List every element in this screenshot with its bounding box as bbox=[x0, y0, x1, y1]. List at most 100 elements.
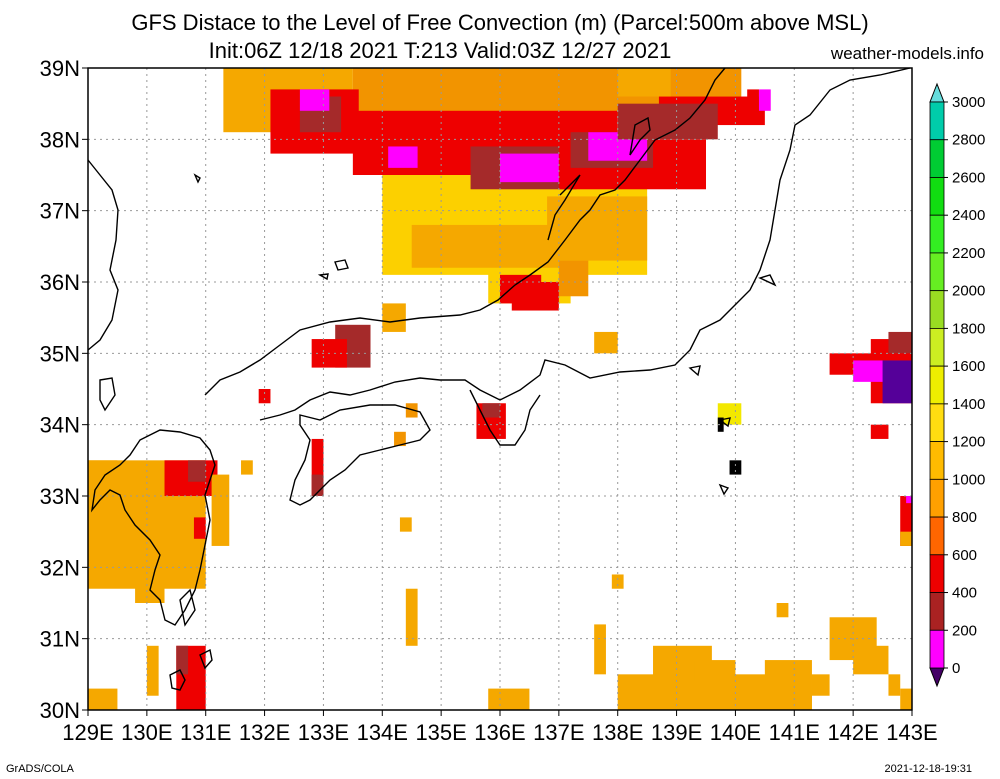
field-cell bbox=[482, 403, 500, 418]
lat-tick-label: 34N bbox=[40, 413, 80, 438]
colorbar-swatch bbox=[929, 252, 945, 292]
footer-credit: GrADS/COLA bbox=[6, 763, 74, 775]
lat-tick-label: 37N bbox=[40, 199, 80, 224]
colorbar-swatch bbox=[929, 101, 945, 141]
lon-tick-label: 141E bbox=[769, 720, 820, 745]
field-cell bbox=[888, 331, 912, 354]
lon-tick-label: 143E bbox=[886, 720, 937, 745]
colorbar-label: 1000 bbox=[952, 471, 985, 488]
lon-tick-label: 140E bbox=[710, 720, 761, 745]
colorbar-label: 3000 bbox=[952, 94, 985, 111]
colorbar-label: 400 bbox=[952, 585, 977, 602]
field-cell bbox=[811, 674, 830, 696]
lat-tick-label: 33N bbox=[40, 484, 80, 509]
field-cell bbox=[258, 389, 271, 404]
field-cell bbox=[488, 688, 530, 710]
colorbar-label: 2600 bbox=[952, 169, 985, 186]
field-cell bbox=[547, 196, 648, 261]
field-cell bbox=[617, 68, 671, 97]
field-cell bbox=[747, 89, 759, 104]
site-credit: weather-models.info bbox=[830, 44, 984, 63]
field-cell bbox=[193, 517, 206, 539]
field-cell bbox=[500, 274, 542, 304]
colorbar-label: 800 bbox=[952, 509, 977, 526]
colorbar-swatch bbox=[929, 214, 945, 254]
footer-timestamp: 2021-12-18-19:31 bbox=[884, 763, 972, 775]
field-cell bbox=[299, 89, 330, 111]
field-cell bbox=[776, 603, 789, 618]
lon-tick-label: 137E bbox=[533, 720, 584, 745]
lon-tick-label: 138E bbox=[592, 720, 643, 745]
field-cell bbox=[694, 660, 736, 682]
lat-tick-label: 35N bbox=[40, 341, 80, 366]
field-cell bbox=[558, 260, 589, 297]
lat-tick-label: 39N bbox=[40, 56, 80, 81]
field-cell bbox=[882, 360, 912, 404]
field-cell bbox=[500, 153, 559, 183]
field-cell bbox=[146, 645, 159, 696]
colorbar-swatch bbox=[929, 139, 945, 178]
lon-tick-label: 142E bbox=[827, 720, 878, 745]
field-cell bbox=[176, 645, 189, 675]
field-cell bbox=[717, 417, 724, 432]
colorbar-label: 200 bbox=[952, 622, 977, 639]
field-cell bbox=[611, 574, 624, 589]
field-cell bbox=[399, 517, 412, 532]
colorbar-swatch bbox=[929, 554, 945, 593]
lat-tick-label: 31N bbox=[40, 627, 80, 652]
colorbar-swatch bbox=[929, 629, 945, 669]
field-cell bbox=[594, 331, 618, 354]
lon-tick-label: 133E bbox=[298, 720, 349, 745]
colorbar: 3000280026002400220020001800160014001200… bbox=[929, 82, 985, 688]
colorbar-swatch bbox=[929, 478, 945, 518]
field-cell bbox=[388, 146, 418, 168]
lon-tick-label: 132E bbox=[239, 720, 290, 745]
colorbar-swatch bbox=[929, 365, 945, 405]
field-cell bbox=[900, 496, 912, 546]
grid-lines bbox=[88, 68, 912, 710]
colorbar-swatch bbox=[929, 327, 945, 367]
field-cell bbox=[706, 82, 736, 97]
field-cell bbox=[729, 460, 742, 475]
lon-tick-label: 136E bbox=[474, 720, 525, 745]
colorbar-label: 600 bbox=[952, 547, 977, 564]
field-cell bbox=[311, 474, 324, 496]
field-cell bbox=[870, 424, 889, 439]
longitude-axis: 129E 130E 131E 132E 133E 134E 135E 136E 137E 138E… bbox=[62, 710, 938, 745]
field-cell bbox=[594, 624, 606, 675]
lon-tick-label: 130E bbox=[121, 720, 172, 745]
field-cell bbox=[758, 89, 771, 111]
lat-tick-label: 38N bbox=[40, 127, 80, 152]
field-cell bbox=[900, 531, 912, 546]
lat-tick-label: 36N bbox=[40, 270, 80, 295]
lat-tick-label: 30N bbox=[40, 698, 80, 723]
colorbar-swatch bbox=[929, 403, 945, 443]
colorbar-swatch bbox=[929, 592, 945, 631]
coastlines bbox=[87, 67, 911, 691]
field-cell bbox=[888, 674, 901, 696]
colorbar-label: 2200 bbox=[952, 245, 985, 262]
field-cell bbox=[853, 645, 889, 675]
field-fill bbox=[88, 68, 912, 710]
field-cell bbox=[88, 460, 118, 482]
colorbar-bottom-arrow bbox=[929, 667, 945, 688]
field-cell bbox=[411, 224, 559, 268]
field-cell bbox=[382, 303, 406, 332]
field-cell bbox=[88, 688, 118, 710]
colorbar-swatch bbox=[929, 441, 945, 480]
field-cell bbox=[241, 460, 253, 475]
colorbar-top-arrow bbox=[929, 82, 945, 103]
lon-tick-label: 135E bbox=[415, 720, 466, 745]
lon-tick-label: 134E bbox=[357, 720, 408, 745]
colorbar-label: 1400 bbox=[952, 396, 985, 413]
field-cell bbox=[188, 460, 206, 482]
lon-tick-label: 129E bbox=[62, 720, 113, 745]
lat-tick-label: 32N bbox=[40, 555, 80, 580]
lon-tick-label: 131E bbox=[180, 720, 231, 745]
colorbar-label: 2000 bbox=[952, 283, 985, 300]
colorbar-swatch bbox=[929, 177, 945, 216]
colorbar-label: 2400 bbox=[952, 207, 985, 224]
latitude-axis: 39N 38N 37N 36N 35N 34N 33N 32N 31N 30N bbox=[40, 56, 88, 723]
map-title: GFS Distace to the Level of Free Convect… bbox=[131, 10, 869, 35]
